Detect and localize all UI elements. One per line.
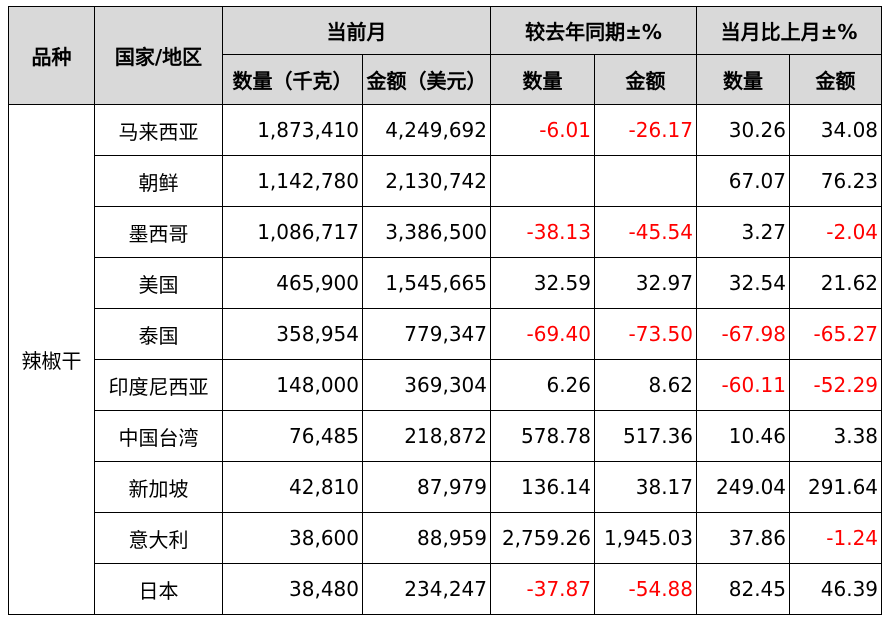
quantity-cell: 1,142,780 xyxy=(222,155,363,207)
mom-amount-cell: 34.08 xyxy=(789,104,883,156)
table-row: 辣椒干 马来西亚 1,873,410 4,249,692 -6.01 -26.17 30.2… xyxy=(8,104,883,615)
mom-quantity-cell: 3.27 xyxy=(696,206,791,258)
yoy-amount-cell: -45.54 xyxy=(593,206,698,258)
yoy-quantity-cell xyxy=(490,155,595,207)
mom-quantity-cell: -67.98 xyxy=(696,308,791,360)
quantity-cell: 38,480 xyxy=(222,563,363,615)
yoy-quantity-cell: -37.87 xyxy=(490,563,595,615)
table-row: 朝鲜 1,142,780 2,130,742 67.07 76.23 xyxy=(9,155,883,207)
table-row: 中国台湾 76,485 218,872 578.78 517.36 10.46 3.38 xyxy=(9,410,883,462)
yoy-amount-cell: 517.36 xyxy=(593,410,698,462)
mom-quantity-cell: -60.11 xyxy=(696,359,791,411)
table-row: 美国 465,900 1,545,665 32.59 32.97 32.54 21.62 xyxy=(9,257,883,309)
mom-quantity-cell: 10.46 xyxy=(696,410,791,462)
table-body: 辣椒干 马来西亚 1,873,410 4,249,692 -6.01 -26.17 30.2… xyxy=(8,104,883,615)
yoy-amount-cell: 1,945.03 xyxy=(593,512,698,564)
mom-amount-cell: -1.24 xyxy=(789,512,883,564)
yoy-amount-cell: -54.88 xyxy=(593,563,698,615)
import-data-table: 品种 国家/地区 当前月 较去年同期±% 当月比上月±% 数量（千克） 金额（美… xyxy=(8,6,883,615)
yoy-quantity-cell: 2,759.26 xyxy=(490,512,595,564)
quantity-cell: 42,810 xyxy=(222,461,363,513)
yoy-amount-cell: 38.17 xyxy=(593,461,698,513)
amount-cell: 218,872 xyxy=(362,410,491,462)
mom-amount-cell: 46.39 xyxy=(789,563,883,615)
yoy-amount-cell: 8.62 xyxy=(593,359,698,411)
quantity-cell: 148,000 xyxy=(222,359,363,411)
mom-amount-cell: -52.29 xyxy=(789,359,883,411)
mom-amount-cell: -2.04 xyxy=(789,206,883,258)
table-row: 日本 38,480 234,247 -37.87 -54.88 82.45 46.39 xyxy=(9,563,883,615)
header-yoy-amount: 金额 xyxy=(593,54,698,105)
yoy-quantity-cell: -6.01 xyxy=(490,104,595,156)
table-row: 意大利 38,600 88,959 2,759.26 1,945.03 37.86 -1.2… xyxy=(9,512,883,564)
mom-amount-cell: 76.23 xyxy=(789,155,883,207)
mom-amount-cell: 21.62 xyxy=(789,257,883,309)
amount-cell: 369,304 xyxy=(362,359,491,411)
header-variety: 品种 xyxy=(8,6,95,105)
quantity-cell: 465,900 xyxy=(222,257,363,309)
quantity-cell: 358,954 xyxy=(222,308,363,360)
country-cell: 美国 xyxy=(94,257,223,309)
country-cell: 泰国 xyxy=(94,308,223,360)
amount-cell: 4,249,692 xyxy=(362,104,491,156)
quantity-cell: 76,485 xyxy=(222,410,363,462)
country-cell: 新加坡 xyxy=(94,461,223,513)
mom-amount-cell: -65.27 xyxy=(789,308,883,360)
amount-cell: 779,347 xyxy=(362,308,491,360)
country-cell: 马来西亚 xyxy=(94,104,223,156)
country-cell: 中国台湾 xyxy=(94,410,223,462)
mom-amount-cell: 291.64 xyxy=(789,461,883,513)
yoy-quantity-cell: 6.26 xyxy=(490,359,595,411)
mom-quantity-cell: 67.07 xyxy=(696,155,791,207)
header-mom: 当月比上月±% xyxy=(696,6,883,55)
header-mom-quantity: 数量 xyxy=(696,54,791,105)
amount-cell: 87,979 xyxy=(362,461,491,513)
mom-quantity-cell: 37.86 xyxy=(696,512,791,564)
country-cell: 墨西哥 xyxy=(94,206,223,258)
table-row: 泰国 358,954 779,347 -69.40 -73.50 -67.98 -65.27 xyxy=(9,308,883,360)
mom-quantity-cell: 30.26 xyxy=(696,104,791,156)
header-amount-usd: 金额（美元） xyxy=(362,54,491,105)
header-current-month: 当前月 xyxy=(222,6,491,55)
country-cell: 日本 xyxy=(94,563,223,615)
country-cell: 印度尼西亚 xyxy=(94,359,223,411)
amount-cell: 3,386,500 xyxy=(362,206,491,258)
yoy-amount-cell: -73.50 xyxy=(593,308,698,360)
amount-cell: 2,130,742 xyxy=(362,155,491,207)
country-cell: 朝鲜 xyxy=(94,155,223,207)
mom-quantity-cell: 82.45 xyxy=(696,563,791,615)
mom-amount-cell: 3.38 xyxy=(789,410,883,462)
quantity-cell: 1,873,410 xyxy=(222,104,363,156)
country-cell: 意大利 xyxy=(94,512,223,564)
yoy-quantity-cell: 32.59 xyxy=(490,257,595,309)
variety-cell: 辣椒干 xyxy=(8,104,95,615)
table-row: 新加坡 42,810 87,979 136.14 38.17 249.04 291.64 xyxy=(9,461,883,513)
yoy-amount-cell: -26.17 xyxy=(593,104,698,156)
header-yoy: 较去年同期±% xyxy=(489,6,698,55)
yoy-amount-cell: 32.97 xyxy=(593,257,698,309)
quantity-cell: 1,086,717 xyxy=(222,206,363,258)
header-country: 国家/地区 xyxy=(94,6,223,105)
yoy-quantity-cell: -69.40 xyxy=(490,308,595,360)
yoy-amount-cell xyxy=(593,155,698,207)
yoy-quantity-cell: -38.13 xyxy=(490,206,595,258)
quantity-cell: 38,600 xyxy=(222,512,363,564)
yoy-quantity-cell: 578.78 xyxy=(490,410,595,462)
amount-cell: 88,959 xyxy=(362,512,491,564)
amount-cell: 234,247 xyxy=(362,563,491,615)
header-yoy-quantity: 数量 xyxy=(490,54,595,105)
yoy-quantity-cell: 136.14 xyxy=(490,461,595,513)
table-row: 墨西哥 1,086,717 3,386,500 -38.13 -45.54 3.27 -2.… xyxy=(9,206,883,258)
header-quantity-kg: 数量（千克） xyxy=(222,54,363,105)
table-row: 印度尼西亚 148,000 369,304 6.26 8.62 -60.11 -52.29 xyxy=(9,359,883,411)
mom-quantity-cell: 32.54 xyxy=(696,257,791,309)
header-mom-amount: 金额 xyxy=(789,54,883,105)
amount-cell: 1,545,665 xyxy=(362,257,491,309)
mom-quantity-cell: 249.04 xyxy=(696,461,791,513)
